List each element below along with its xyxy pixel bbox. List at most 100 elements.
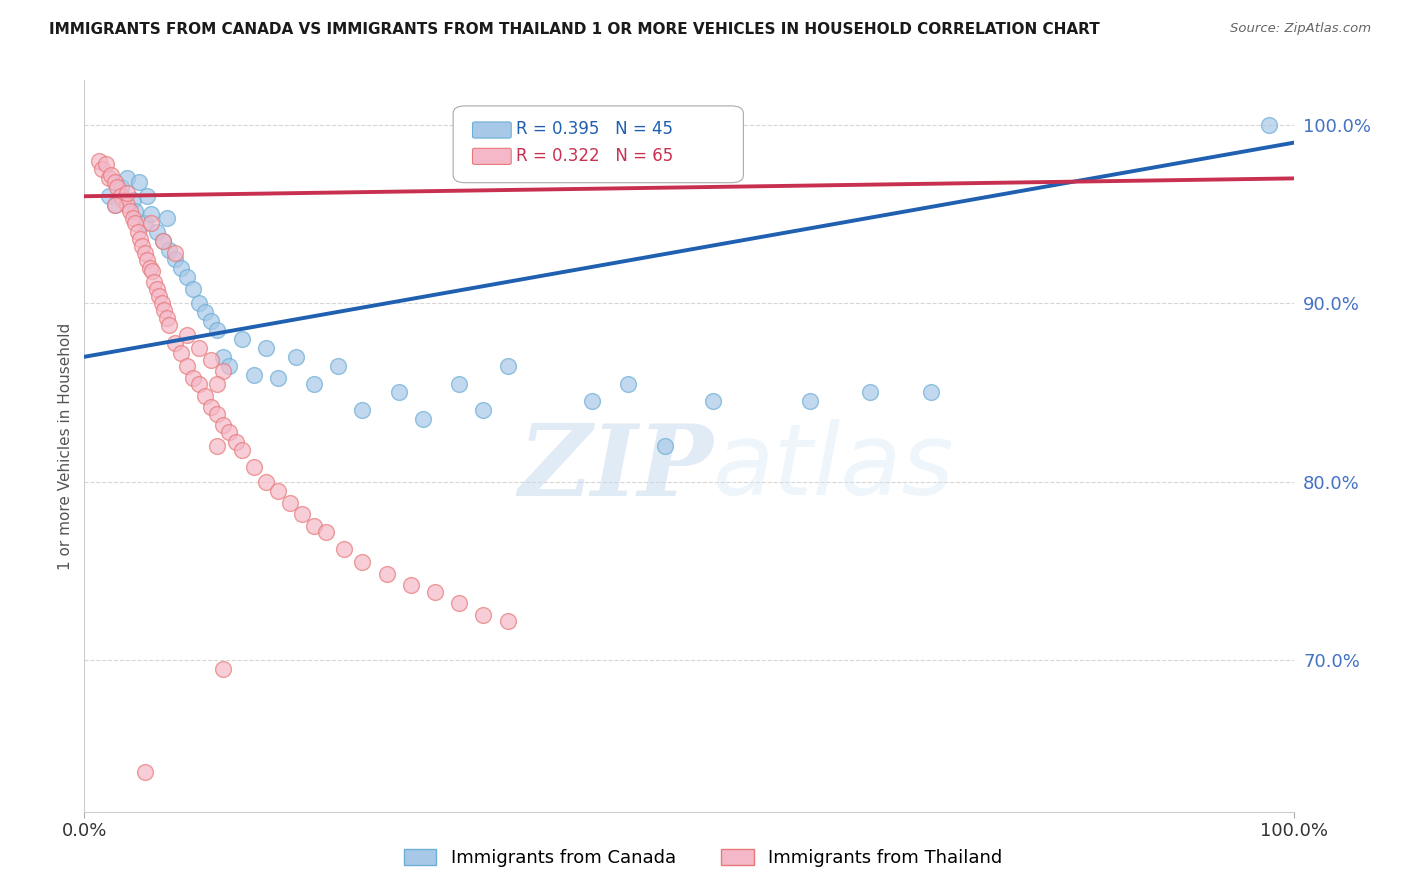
- Point: [131, 239, 153, 253]
- Point: [267, 483, 290, 498]
- Point: [254, 341, 277, 355]
- Point: [152, 234, 174, 248]
- FancyBboxPatch shape: [472, 148, 512, 164]
- Point: [124, 203, 146, 218]
- Point: [146, 282, 169, 296]
- Point: [176, 328, 198, 343]
- Point: [200, 353, 222, 368]
- Point: [141, 264, 163, 278]
- Point: [134, 246, 156, 260]
- FancyBboxPatch shape: [472, 122, 512, 138]
- Point: [112, 193, 135, 207]
- Point: [212, 350, 235, 364]
- Point: [188, 376, 211, 391]
- Point: [188, 341, 211, 355]
- Point: [105, 180, 128, 194]
- Point: [231, 442, 253, 457]
- Point: [859, 385, 882, 400]
- Point: [654, 439, 676, 453]
- Point: [188, 296, 211, 310]
- Point: [225, 435, 247, 450]
- Point: [128, 175, 150, 189]
- Point: [218, 425, 240, 439]
- Point: [104, 175, 127, 189]
- Point: [94, 157, 117, 171]
- Y-axis label: 1 or more Vehicles in Household: 1 or more Vehicles in Household: [58, 322, 73, 570]
- Point: [110, 180, 132, 194]
- Point: [412, 412, 434, 426]
- Point: [581, 394, 603, 409]
- Point: [278, 496, 301, 510]
- Point: [194, 389, 217, 403]
- Text: IMMIGRANTS FROM CANADA VS IMMIGRANTS FROM THAILAND 1 OR MORE VEHICLES IN HOUSEHO: IMMIGRANTS FROM CANADA VS IMMIGRANTS FRO…: [49, 22, 1099, 37]
- Point: [139, 216, 162, 230]
- Point: [267, 371, 290, 385]
- Point: [315, 524, 337, 539]
- Point: [200, 400, 222, 414]
- Point: [134, 216, 156, 230]
- Point: [87, 153, 110, 168]
- Point: [170, 346, 193, 360]
- Point: [124, 216, 146, 230]
- Point: [100, 168, 122, 182]
- Point: [302, 519, 325, 533]
- Point: [207, 439, 229, 453]
- Point: [496, 614, 519, 628]
- Point: [449, 376, 471, 391]
- Point: [104, 198, 127, 212]
- Point: [165, 246, 187, 260]
- Point: [136, 253, 159, 268]
- Point: [472, 403, 495, 417]
- Point: [138, 260, 160, 275]
- Point: [254, 475, 277, 489]
- Point: [129, 232, 152, 246]
- Point: [702, 394, 724, 409]
- Point: [104, 198, 127, 212]
- Point: [121, 193, 143, 207]
- Point: [148, 289, 170, 303]
- Point: [165, 252, 187, 266]
- Point: [207, 323, 229, 337]
- FancyBboxPatch shape: [453, 106, 744, 183]
- Point: [110, 189, 132, 203]
- Point: [472, 608, 495, 623]
- Point: [157, 243, 180, 257]
- Point: [150, 296, 173, 310]
- Point: [423, 585, 446, 599]
- Point: [97, 189, 120, 203]
- Point: [291, 507, 314, 521]
- Point: [97, 171, 120, 186]
- Point: [352, 555, 374, 569]
- Point: [153, 303, 176, 318]
- Point: [388, 385, 411, 400]
- Point: [127, 225, 149, 239]
- Point: [139, 207, 162, 221]
- Point: [212, 417, 235, 432]
- Point: [170, 260, 193, 275]
- Point: [121, 211, 143, 225]
- Point: [375, 567, 398, 582]
- Point: [284, 350, 308, 364]
- Point: [207, 407, 229, 421]
- Point: [242, 368, 264, 382]
- Text: R = 0.322   N = 65: R = 0.322 N = 65: [516, 146, 673, 165]
- Point: [157, 318, 180, 332]
- Point: [176, 359, 198, 373]
- Point: [134, 765, 156, 780]
- Point: [120, 203, 142, 218]
- Point: [181, 282, 204, 296]
- Point: [242, 460, 264, 475]
- Point: [212, 364, 235, 378]
- Point: [91, 162, 114, 177]
- Point: [617, 376, 640, 391]
- Point: [136, 189, 159, 203]
- Point: [194, 305, 217, 319]
- Point: [449, 596, 471, 610]
- Legend: Immigrants from Canada, Immigrants from Thailand: Immigrants from Canada, Immigrants from …: [396, 841, 1010, 874]
- Point: [328, 359, 350, 373]
- Point: [231, 332, 253, 346]
- Point: [920, 385, 942, 400]
- Point: [115, 171, 138, 186]
- Point: [200, 314, 222, 328]
- Point: [155, 310, 177, 325]
